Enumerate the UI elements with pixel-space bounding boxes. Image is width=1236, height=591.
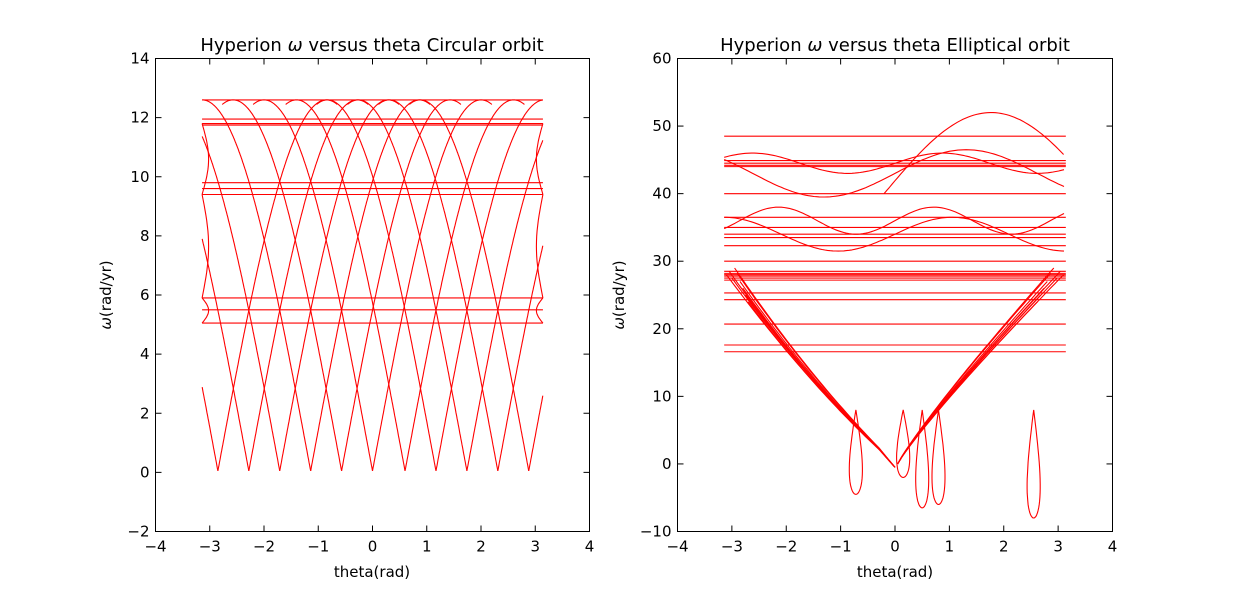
circular-x-tick-label: 0: [368, 538, 378, 556]
circular-y-tick-label: −2: [127, 523, 149, 541]
elliptical-x-axis-label: theta(rad): [857, 563, 933, 581]
circular-y-tick-label: 6: [140, 286, 150, 304]
omega-arc: [201, 387, 219, 472]
omega-edge-wrap: [201, 194, 210, 299]
circular-y-tick-label: 8: [140, 227, 150, 245]
circular-x-axis-label: theta(rad): [334, 563, 410, 581]
omega-edge-wrap: [201, 123, 210, 195]
circular-x-tick-label: 4: [585, 538, 595, 556]
circular-x-tick-label: −2: [253, 538, 275, 556]
elliptical-x-tick-label: −2: [775, 538, 797, 556]
omega-wave: [723, 206, 1065, 235]
elliptical-y-tick-label: 40: [652, 185, 671, 203]
circular-y-tick-label: 10: [130, 168, 149, 186]
circular-y-tick-label: 0: [140, 463, 150, 481]
elliptical-y-axis-label: ω(rad/yr): [610, 260, 628, 329]
circular-x-tick-label: −3: [199, 538, 221, 556]
elliptical-plot-area: [723, 112, 1066, 519]
omega-edge-wrap: [535, 297, 544, 324]
omega-edge-wrap: [535, 194, 544, 299]
elliptical-y-tick-label: 30: [652, 252, 671, 270]
omega-arch: [883, 112, 1064, 194]
elliptical-chart-title: Hyperion ω versus theta Elliptical orbit: [720, 35, 1070, 56]
elliptical-y-tick-label: 50: [652, 117, 671, 135]
omega-wave: [724, 152, 1065, 174]
omega-loop: [848, 409, 863, 495]
omega-descent: [747, 301, 896, 468]
omega-arc: [466, 140, 544, 471]
omega-arc: [528, 395, 544, 472]
circular-x-tick-label: 3: [530, 538, 540, 556]
omega-edge-wrap: [535, 123, 544, 195]
omega-edge-wrap: [201, 297, 210, 324]
omega-arc: [201, 238, 250, 471]
elliptical-x-tick-label: 2: [999, 538, 1009, 556]
circular-y-tick-label: 4: [140, 345, 150, 363]
elliptical-y-tick-label: 10: [652, 387, 671, 405]
circular-orbit-chart: Hyperion ω versus theta Circular orbit t…: [97, 35, 594, 581]
omega-arc: [435, 99, 543, 471]
omega-ascent: [897, 301, 1038, 465]
omega-loop: [931, 409, 946, 506]
elliptical-x-tick-label: 0: [890, 538, 900, 556]
elliptical-plot-frame: [677, 58, 1113, 532]
elliptical-y-tick-label: 60: [652, 50, 671, 68]
omega-loop: [915, 409, 930, 509]
elliptical-orbit-chart: Hyperion ω versus theta Elliptical orbit…: [610, 35, 1117, 581]
circular-chart-title: Hyperion ω versus theta Circular orbit: [200, 35, 543, 56]
omega-loop: [896, 409, 911, 478]
circular-plot-frame: [155, 58, 590, 532]
circular-y-axis-label: ω(rad/yr): [97, 260, 115, 329]
omega-arc: [497, 245, 544, 472]
elliptical-x-tick-label: 4: [1108, 538, 1118, 556]
circular-x-tick-label: −1: [307, 538, 329, 556]
elliptical-x-tick-label: −1: [830, 538, 852, 556]
circular-plot-area: [201, 99, 544, 472]
circular-y-tick-label: 14: [130, 50, 149, 68]
elliptical-y-tick-label: −10: [640, 523, 672, 541]
elliptical-y-tick-label: 20: [652, 320, 671, 338]
circular-y-tick-label: 12: [130, 109, 149, 127]
circular-x-tick-label: −4: [144, 538, 166, 556]
elliptical-y-tick-label: 0: [662, 455, 672, 473]
omega-arc: [202, 99, 312, 472]
elliptical-x-tick-label: −4: [666, 538, 688, 556]
elliptical-x-tick-label: −3: [721, 538, 743, 556]
omega-wave: [723, 149, 1065, 198]
omega-arc: [201, 136, 281, 471]
circular-y-tick-label: 2: [140, 404, 150, 422]
elliptical-x-tick-label: 3: [1053, 538, 1063, 556]
elliptical-x-tick-label: 1: [945, 538, 955, 556]
omega-loop: [1026, 409, 1041, 519]
circular-x-tick-label: 2: [476, 538, 486, 556]
circular-x-tick-label: 1: [422, 538, 432, 556]
